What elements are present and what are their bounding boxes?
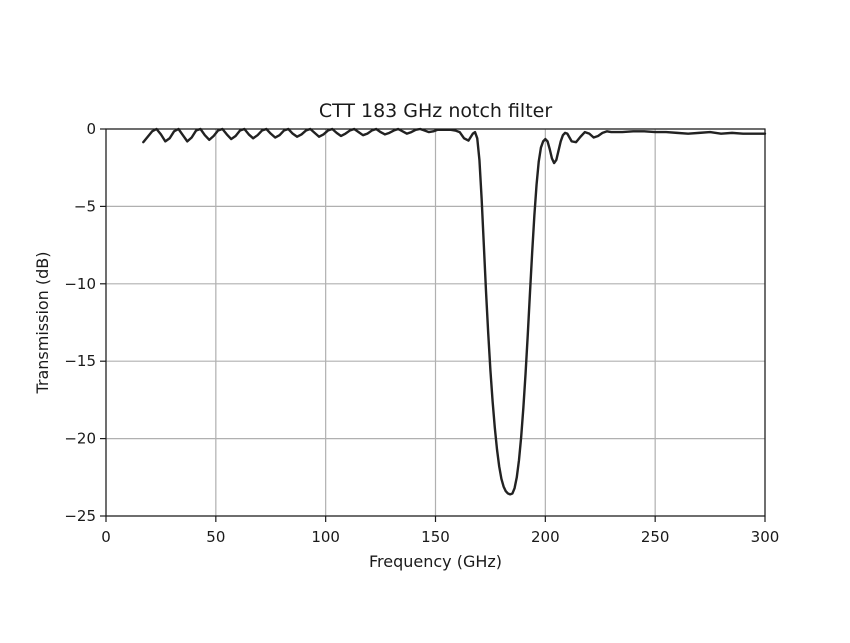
x-tick-label: 150 <box>421 528 450 546</box>
tick-layer: 0 50 100 150 200 250 300 0 −5 −10 −15 −20 −25 <box>64 120 779 546</box>
y-tick-label: −10 <box>64 275 96 293</box>
y-tick-label: −5 <box>74 197 96 215</box>
y-tick-label: −25 <box>64 507 96 525</box>
transmission-series-line <box>142 127 767 496</box>
x-axis-label: Frequency (GHz) <box>369 552 502 571</box>
x-tick-label: 250 <box>641 528 670 546</box>
y-tick-label: 0 <box>86 120 96 138</box>
y-tick-label: −20 <box>64 430 96 448</box>
y-tick-label: −15 <box>64 352 96 370</box>
x-tick-label: 50 <box>206 528 225 546</box>
x-tick-label: 300 <box>751 528 780 546</box>
y-axis-label: Transmission (dB) <box>33 251 52 394</box>
x-tick-label: 0 <box>101 528 111 546</box>
series-layer <box>142 127 767 496</box>
grid-layer <box>105 128 766 517</box>
x-tick-label: 100 <box>311 528 340 546</box>
x-tick-label: 200 <box>531 528 560 546</box>
chart-title: CTT 183 GHz notch filter <box>319 100 553 122</box>
